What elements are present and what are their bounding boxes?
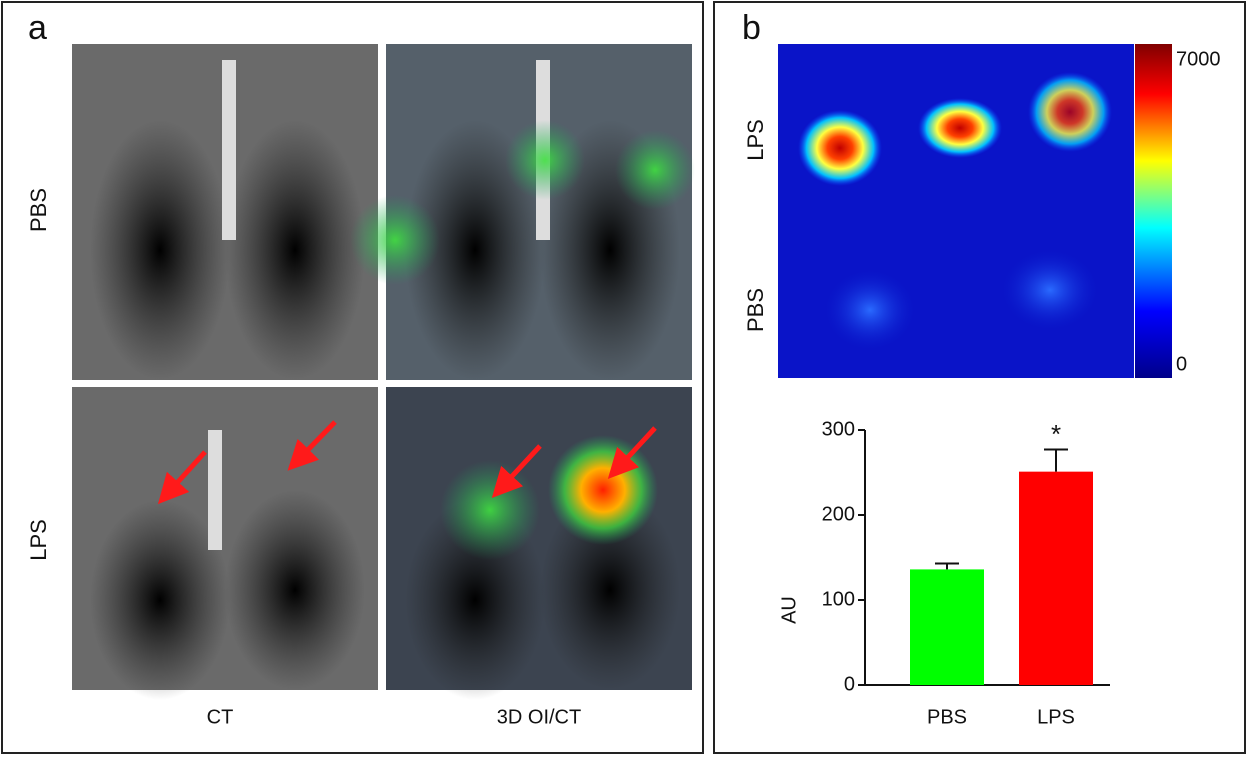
annotation: * bbox=[1051, 419, 1061, 449]
column-label: CT bbox=[207, 706, 234, 728]
colorbar-tick-label: 7000 bbox=[1176, 48, 1221, 70]
y-tick-label: 300 bbox=[822, 418, 855, 440]
y-tick-label: 200 bbox=[822, 503, 855, 525]
row-label: PBS bbox=[26, 188, 51, 232]
bar bbox=[910, 569, 984, 685]
ct-images bbox=[72, 44, 695, 700]
bar bbox=[1019, 471, 1093, 685]
error-bar bbox=[935, 562, 959, 570]
y-tick-label: 0 bbox=[844, 673, 855, 695]
panel-frame bbox=[713, 1, 1246, 754]
row-label: PBS bbox=[743, 288, 768, 332]
heat-image bbox=[778, 44, 1172, 378]
y-axis-label: AU bbox=[778, 596, 800, 624]
x-tick-label: PBS bbox=[927, 706, 967, 728]
panel-label: b bbox=[742, 9, 761, 47]
error-bar bbox=[1044, 448, 1068, 472]
row-label: LPS bbox=[26, 519, 51, 561]
row-label: LPS bbox=[743, 119, 768, 161]
panel-frame bbox=[1, 1, 704, 754]
x-tick-label: LPS bbox=[1037, 706, 1075, 728]
panel-label: a bbox=[28, 9, 47, 47]
y-tick-label: 100 bbox=[822, 588, 855, 610]
colorbar-tick-label: 0 bbox=[1176, 353, 1187, 375]
column-label: 3D OI/CT bbox=[497, 706, 581, 728]
